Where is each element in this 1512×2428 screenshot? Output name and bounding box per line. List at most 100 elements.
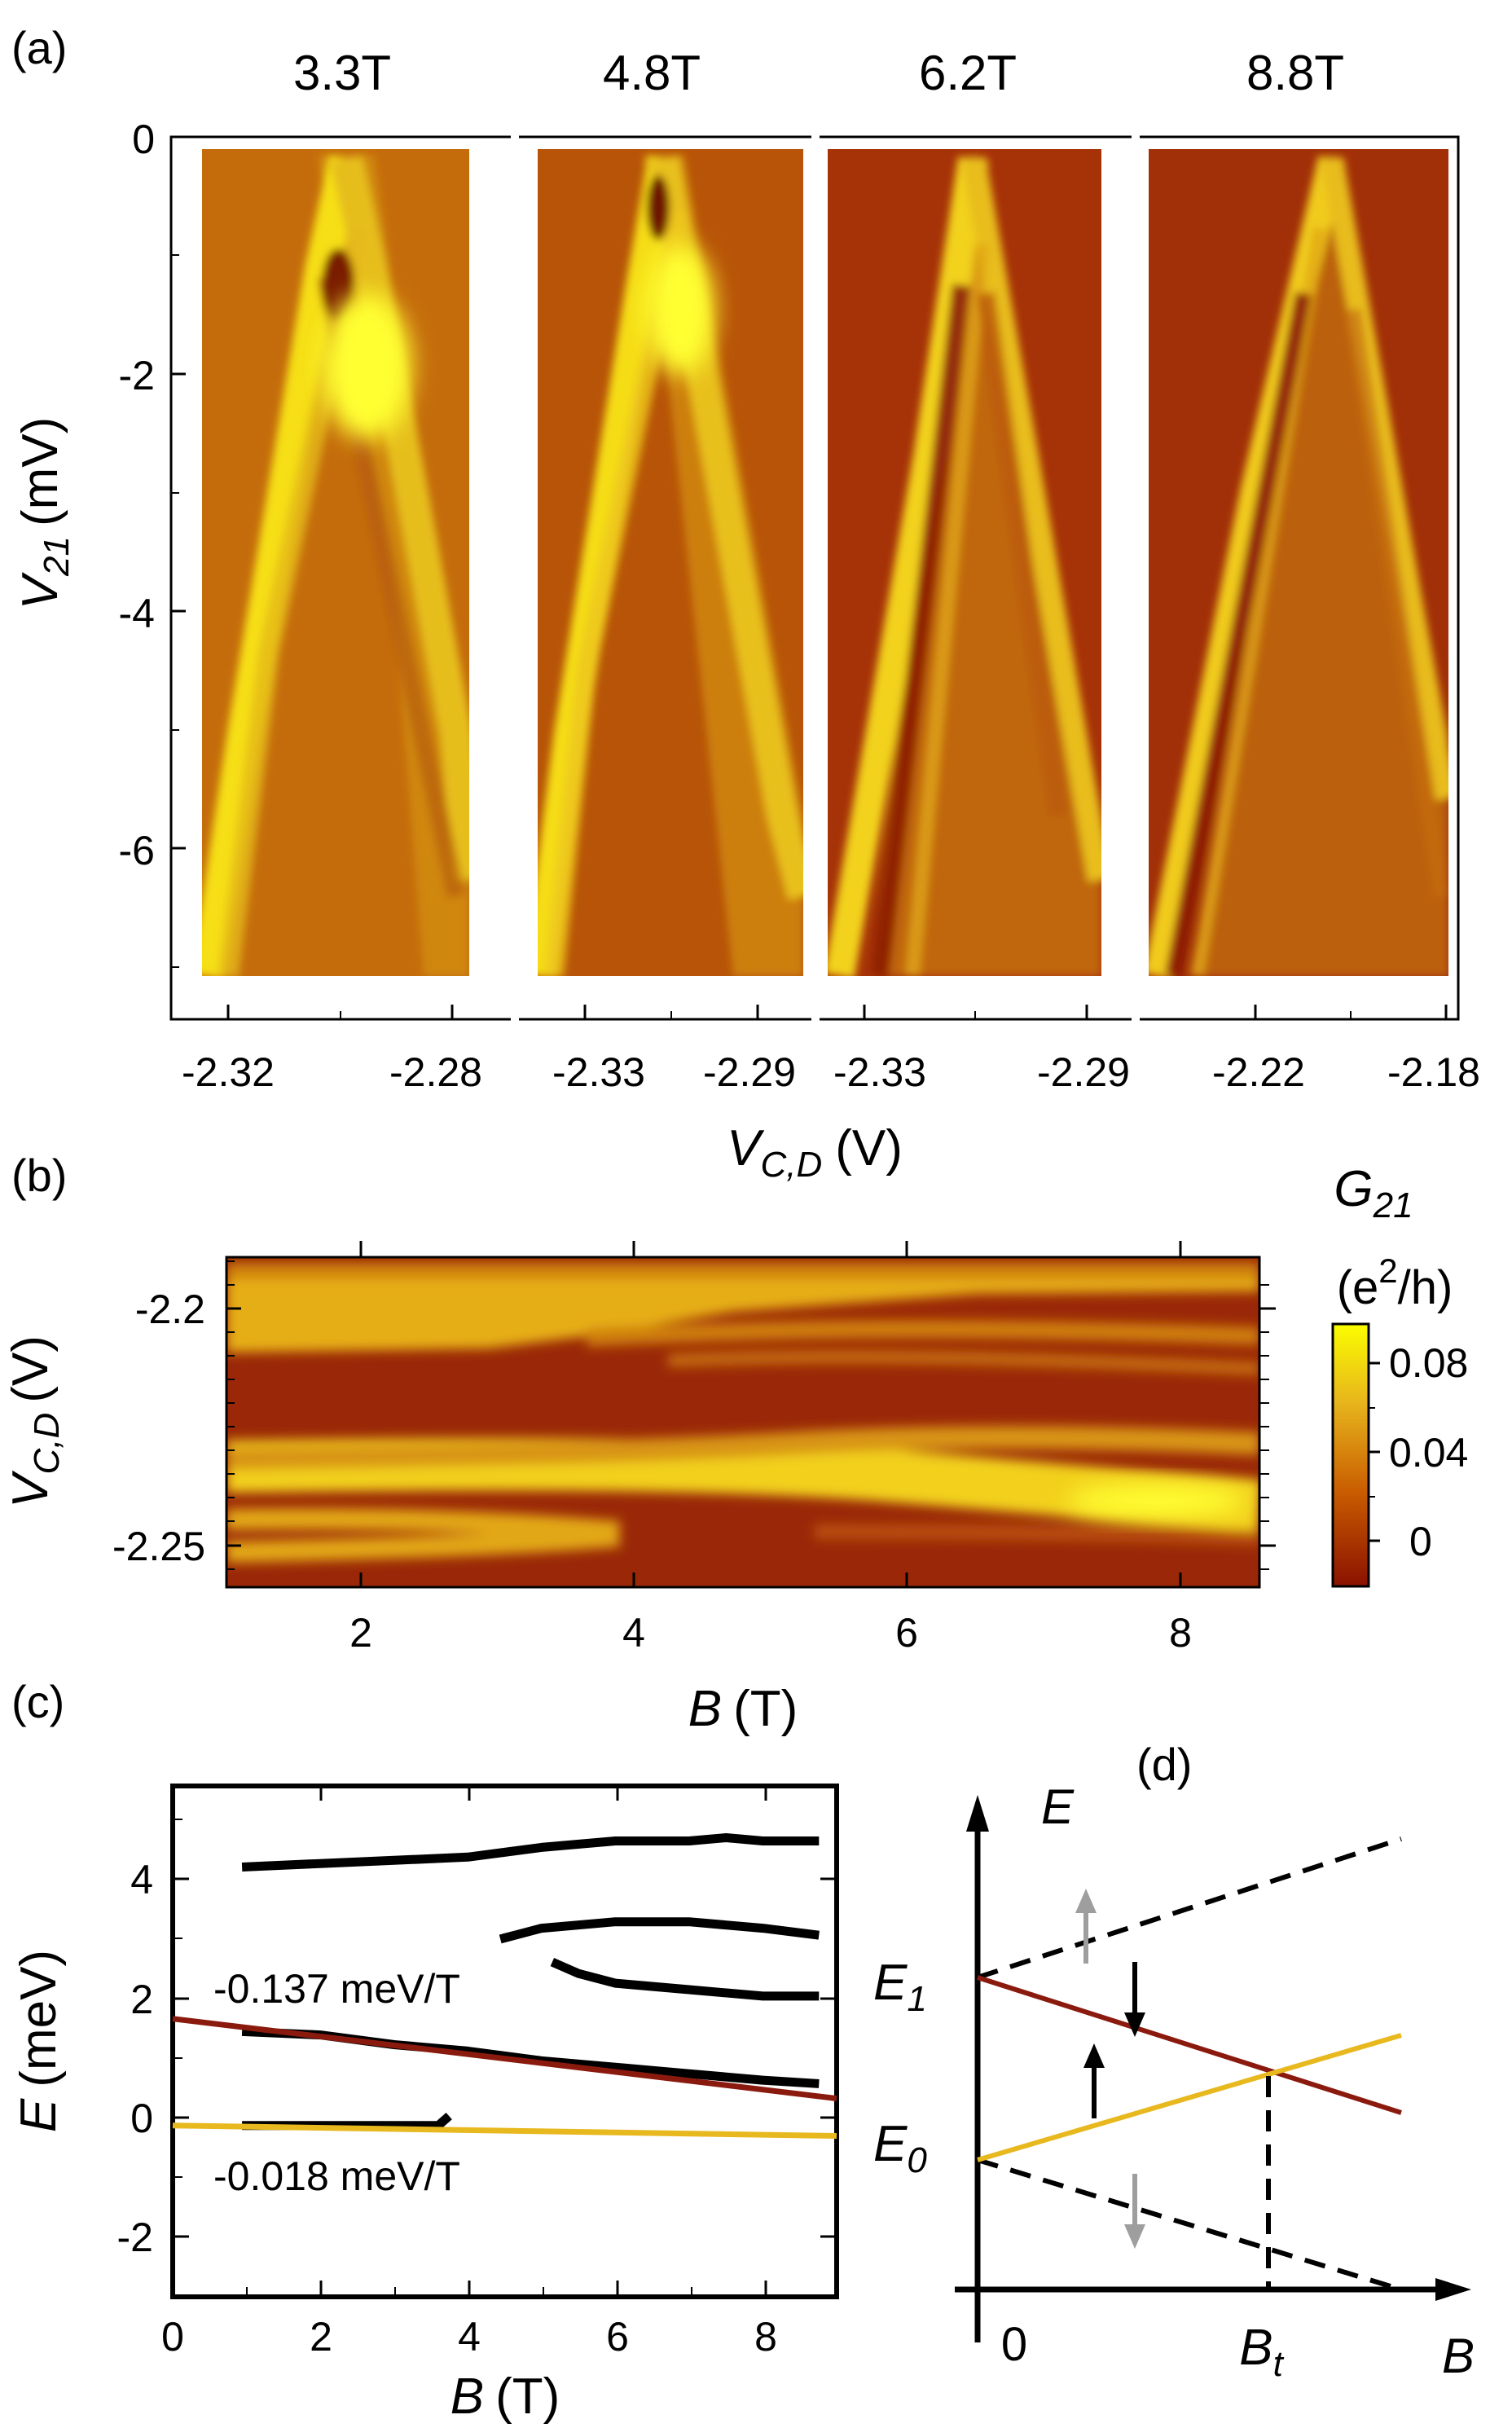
heatmap-6.2T	[828, 149, 1101, 976]
axis-unit: (mV)	[12, 417, 68, 526]
axis-subscript: C,D	[27, 1413, 67, 1475]
x-tick-label: -2.22	[1212, 1049, 1305, 1095]
panel-a-x-axis: -2.32 -2.28 -2.33 -2.29 -2.33 -2.29 -2.2…	[182, 1005, 1480, 1185]
field-axis-label: B	[1442, 2329, 1475, 2383]
data-series-2	[499, 1917, 820, 1944]
axis-symbol: B	[688, 1681, 722, 1737]
heatmap-3.3T	[202, 149, 469, 976]
spin-arrow-down	[1124, 1962, 1145, 2037]
y-tick-label: -2.25	[112, 1524, 205, 1569]
panel-c-x-axis-title: B (T)	[451, 2369, 560, 2425]
energy-axis-arrowhead	[966, 1795, 989, 1832]
x-tick-label: 8	[1169, 1610, 1192, 1656]
panel-b-frame	[225, 1256, 1261, 1589]
axis-symbol: B	[451, 2369, 484, 2425]
axis-symbol: V	[2, 1470, 59, 1508]
panel-b-x-axis: 2 4 6 8 B (T)	[349, 1241, 1192, 1737]
colorbar-gradient	[1331, 1322, 1370, 1588]
colorbar-tick-label: 0	[1409, 1519, 1432, 1564]
panel-b: (b)	[2, 1150, 1468, 1737]
colorbar-unit: (e2/h)	[1337, 1251, 1453, 1314]
subpanel-title-4.8T: 4.8T	[603, 46, 701, 100]
y-tick-label: -6	[119, 828, 155, 873]
axis-unit: (meV)	[11, 1950, 67, 2087]
panel-label-a: (a)	[11, 22, 67, 73]
panel-label-b: (b)	[11, 1150, 67, 1201]
axis-unit: (T)	[495, 2369, 560, 2425]
axis-unit: (T)	[733, 1681, 798, 1737]
panel-b-y-axis: -2.2 -2.25 VC,D (V)	[2, 1260, 1276, 1570]
axis-symbol: E	[11, 2098, 67, 2132]
colorbar-title: G21	[1334, 1161, 1413, 1225]
panel-a-y-axis: 0 -2 -4 -6 V21 (mV)	[12, 117, 186, 968]
level-E0-label: E0	[873, 2116, 927, 2180]
x-tick-label: 2	[349, 1610, 372, 1656]
heatmap-8.8T	[1149, 149, 1448, 976]
level-E0-line	[977, 2033, 1402, 2162]
heatmap-4.8T	[538, 149, 803, 976]
zeeman-up-E1	[977, 1836, 1402, 1980]
subpanel-title-6.2T: 6.2T	[919, 46, 1017, 100]
x-tick-label: -2.29	[1037, 1049, 1130, 1095]
x-tick-label: -2.32	[182, 1049, 275, 1095]
y-tick-label: -2.2	[135, 1287, 205, 1332]
data-series-1	[241, 1833, 820, 1872]
fit-line-E1	[172, 2016, 837, 2102]
axis-subscript: C,D	[760, 1145, 822, 1185]
x-tick-label: 0	[161, 2314, 184, 2360]
y-tick-label: -2	[119, 353, 155, 398]
x-tick-label: -2.33	[833, 1049, 926, 1095]
x-tick-label: -2.28	[389, 1049, 482, 1095]
y-tick-label: 2	[130, 1977, 153, 2022]
y-tick-label: 0	[130, 2096, 153, 2141]
spin-arrow-gray-up	[1075, 1889, 1097, 1964]
spin-arrow-up	[1083, 2043, 1105, 2118]
colorbar-tick-label: 0.08	[1389, 1340, 1468, 1386]
subpanel-title-3.3T: 3.3T	[293, 46, 391, 100]
y-tick-label: 4	[130, 1857, 153, 1902]
heatmap-b	[226, 1257, 1259, 1587]
x-tick-label: 4	[458, 2314, 481, 2360]
panel-label-d: (d)	[1136, 1739, 1192, 1790]
x-tick-label: -2.33	[552, 1049, 645, 1095]
x-tick-label: 4	[622, 1610, 645, 1656]
axis-unit: (V)	[835, 1120, 903, 1177]
x-tick-label: -2.29	[703, 1049, 796, 1095]
panel-label-c: (c)	[11, 1676, 64, 1727]
level-E1-line	[977, 1975, 1402, 2115]
colorbar-symbol: G	[1334, 1161, 1373, 1217]
x-tick-label: 6	[606, 2314, 629, 2360]
origin-label: 0	[1001, 2318, 1027, 2371]
fit-line-E0	[172, 2122, 837, 2139]
colorbar: G21 (e2/h) 0.08 0.04 0	[1331, 1161, 1468, 1588]
panel-c-y-axis-title: E (meV)	[11, 1950, 67, 2132]
panel-a: (a) 3.3T 4.8T 6.2T 8.8T	[11, 22, 1480, 1185]
level-E1-label: E1	[873, 1955, 927, 2019]
x-tick-label: 2	[310, 2314, 332, 2360]
panel-a-x-axis-title: VC,D (V)	[727, 1120, 903, 1185]
panel-c-series	[172, 1833, 837, 2139]
axis-symbol: V	[12, 571, 68, 609]
slope-annotation-E0: -0.018 meV/T	[213, 2153, 460, 2199]
panel-c-y-axis: 4 2 0 -2 E (meV)	[11, 1819, 837, 2260]
panel-b-x-axis-title: B (T)	[688, 1681, 798, 1737]
colorbar-tick-label: 0.04	[1389, 1430, 1468, 1476]
panel-b-y-axis-title: VC,D (V)	[2, 1335, 67, 1508]
y-tick-label: -2	[117, 2215, 153, 2260]
Bt-label: Bt	[1239, 2320, 1284, 2384]
y-tick-label: 0	[132, 117, 155, 162]
colorbar-subscript: 21	[1373, 1185, 1413, 1225]
slope-annotation-E1: -0.137 meV/T	[213, 1966, 460, 2012]
axis-unit: (V)	[2, 1335, 59, 1403]
axis-symbol: V	[727, 1120, 765, 1177]
panel-d: (d) E B E1 E0 0	[873, 1739, 1475, 2384]
zeeman-down-E0	[977, 2157, 1402, 2292]
energy-axis-label: E	[1041, 1779, 1075, 1834]
x-tick-label: 8	[754, 2314, 777, 2360]
panel-c-frame	[170, 1784, 839, 2299]
panel-c-x-axis: 0 2 4 6 8 B (T)	[161, 1786, 777, 2425]
field-axis-arrowhead	[1435, 2278, 1471, 2301]
spin-arrow-gray-down	[1124, 2174, 1145, 2249]
data-series-3	[550, 1958, 820, 2001]
